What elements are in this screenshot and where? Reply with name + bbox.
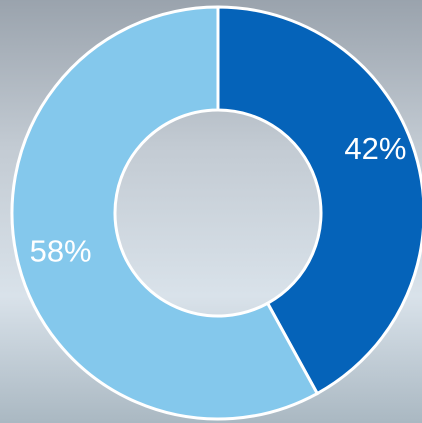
donut: 42% 58% <box>10 5 422 421</box>
donut-slice <box>10 5 320 421</box>
donut-slice <box>216 5 422 396</box>
data-label: 42% <box>344 131 406 166</box>
data-label: 58% <box>30 234 92 269</box>
